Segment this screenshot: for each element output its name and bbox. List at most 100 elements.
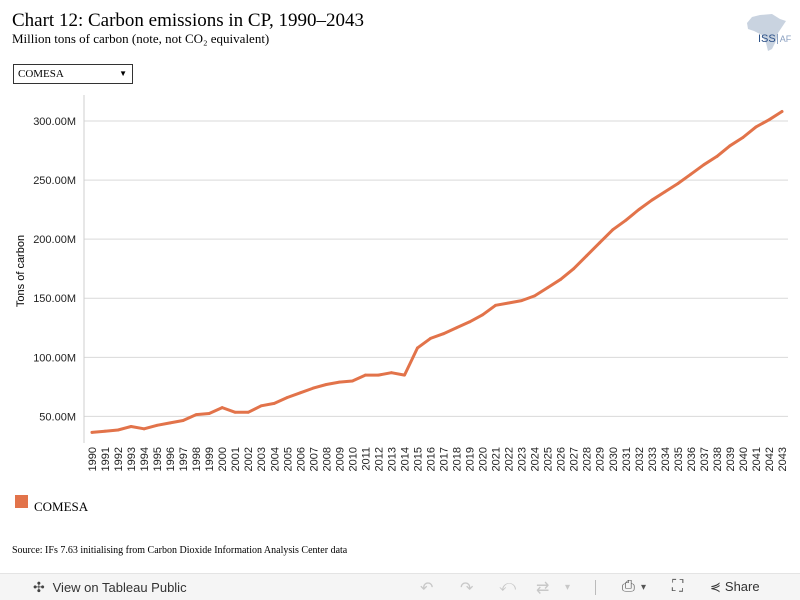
view-on-tableau-public-button[interactable]: ✣ View on Tableau Public	[33, 579, 187, 596]
data-point	[689, 172, 693, 176]
data-point	[233, 410, 237, 414]
data-point	[676, 182, 680, 186]
x-tick-label: 1992	[113, 447, 125, 471]
data-point	[650, 198, 654, 202]
x-tick-label: 2033	[647, 447, 659, 471]
data-point	[416, 346, 419, 350]
x-tick-label: 2030	[608, 447, 620, 471]
series-line-comesa	[90, 110, 784, 434]
x-tick-label: 2028	[582, 447, 594, 471]
toolbar-divider	[595, 580, 596, 595]
x-tick-label: 2041	[751, 447, 763, 471]
data-point	[246, 410, 250, 414]
data-point	[116, 428, 120, 432]
refresh-icon[interactable]: ⇄	[536, 580, 550, 597]
x-tick-label: 2014	[399, 447, 411, 471]
x-tick-label: 2016	[425, 447, 437, 471]
x-tick-label: 2003	[256, 447, 268, 471]
x-tick-label: 1995	[152, 447, 164, 471]
y-tick-label: 250.00M	[33, 175, 76, 187]
x-tick-label: 2008	[321, 447, 333, 471]
x-tick-label: 2010	[347, 447, 359, 471]
x-tick-label: 2019	[465, 447, 477, 471]
x-tick-label: 1997	[178, 447, 190, 471]
chart-title: Chart 12: Carbon emissions in CP, 1990–2…	[12, 10, 365, 31]
x-tick-label: 2006	[295, 447, 307, 471]
data-point	[377, 373, 380, 377]
download-icon[interactable]: ⎙	[622, 578, 635, 595]
chevron-down-icon: ▼	[119, 69, 127, 78]
data-point	[455, 326, 458, 330]
x-tick-label: 2029	[595, 447, 607, 471]
tableau-logo-icon: ✣	[33, 579, 45, 595]
x-tick-label: 2039	[725, 447, 737, 471]
data-point	[598, 241, 602, 245]
data-point	[702, 163, 706, 167]
x-tick-label: 2032	[634, 447, 646, 471]
data-point	[220, 406, 224, 409]
data-point	[637, 208, 641, 212]
data-point	[481, 313, 484, 317]
data-point	[559, 277, 563, 281]
y-tick-label: 300.00M	[33, 116, 76, 128]
data-point	[403, 373, 406, 377]
data-point	[350, 379, 354, 383]
x-tick-label: 2022	[504, 447, 516, 471]
data-point	[754, 125, 758, 129]
data-point	[494, 303, 497, 307]
legend-swatch	[15, 495, 28, 508]
data-point	[129, 425, 133, 428]
view-on-tableau-public-label: View on Tableau Public	[52, 580, 187, 595]
x-tick-label: 1993	[126, 447, 138, 471]
data-point	[533, 294, 537, 298]
x-tick-label: 2038	[712, 447, 724, 471]
data-point	[168, 421, 172, 425]
data-point	[611, 228, 615, 232]
data-point	[259, 404, 263, 408]
region-filter-dropdown[interactable]: COMESA ▼	[13, 64, 133, 84]
data-point	[298, 391, 302, 395]
africa-map-logo-icon	[747, 14, 786, 51]
data-point	[363, 373, 367, 377]
data-point	[572, 267, 576, 271]
x-tick-label: 1991	[100, 447, 112, 471]
data-point	[337, 380, 341, 384]
source-note: Source: IFs 7.63 initialising from Carbo…	[12, 545, 348, 556]
data-point	[585, 254, 589, 258]
x-tick-label: 2024	[530, 447, 542, 471]
data-point	[624, 218, 628, 222]
x-tick-label: 2043	[777, 447, 789, 471]
line-chart: 50.00M 100.00M 150.00M 200.00M 250.00M 300.00…	[15, 95, 789, 471]
x-tick-label: 2042	[764, 447, 776, 471]
data-point	[546, 286, 550, 290]
data-point	[285, 396, 289, 399]
data-point	[468, 320, 471, 324]
refresh-dropdown-icon[interactable]: ▾	[565, 582, 571, 593]
x-tick-label: 2013	[386, 447, 398, 471]
redo-icon[interactable]: ↷	[460, 580, 474, 597]
data-point	[429, 337, 432, 340]
x-tick-label: 2002	[243, 447, 255, 471]
x-tick-label: 2001	[230, 447, 242, 471]
y-tick-label: 200.00M	[33, 234, 76, 246]
x-tick-label: 2018	[452, 447, 464, 471]
data-point	[780, 110, 784, 113]
x-tick-label: 2015	[412, 447, 424, 471]
revert-icon[interactable]: ⤺	[499, 578, 517, 595]
data-point	[142, 427, 146, 431]
data-point	[507, 301, 511, 305]
download-dropdown-icon[interactable]: ▾	[641, 582, 647, 593]
x-tick-label: 2004	[269, 447, 281, 471]
share-button[interactable]: ⋞ Share	[710, 579, 760, 595]
x-tick-label: 2020	[478, 447, 490, 471]
data-point	[741, 136, 745, 139]
data-point	[390, 371, 393, 375]
x-tick-label: 2017	[439, 447, 451, 471]
data-point	[207, 412, 211, 415]
fullscreen-icon[interactable]: ⛶	[672, 578, 684, 595]
undo-icon[interactable]: ↶	[420, 580, 434, 597]
chart-subtitle: Million tons of carbon (note, not CO₂ eq…	[12, 31, 270, 46]
x-tick-label: 2012	[373, 447, 385, 471]
x-tick-label: 2031	[621, 447, 633, 471]
y-axis-title: Tons of carbon	[15, 235, 27, 307]
